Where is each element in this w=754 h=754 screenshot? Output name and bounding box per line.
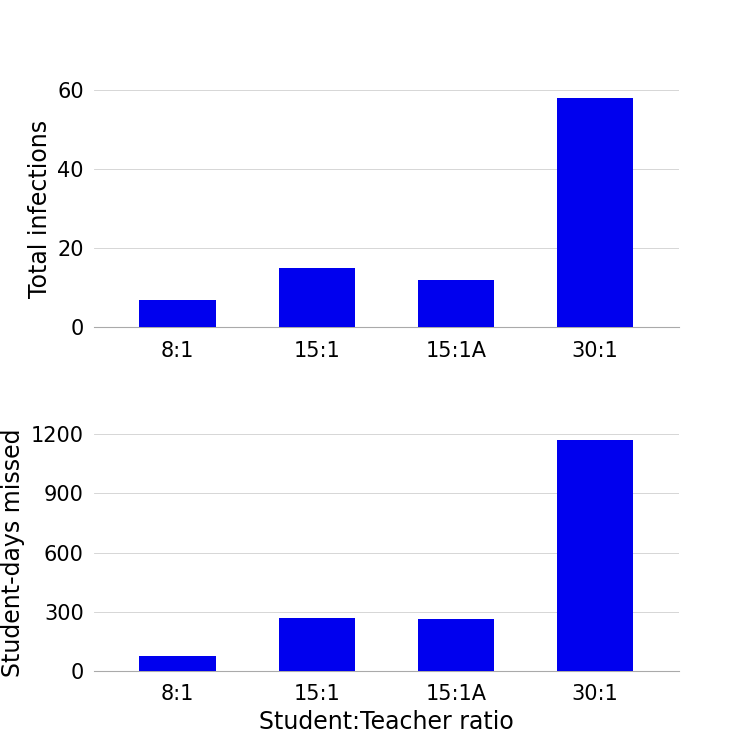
- Bar: [557, 98, 633, 327]
- Bar: [278, 618, 355, 671]
- Bar: [139, 300, 216, 327]
- Bar: [557, 440, 633, 671]
- Bar: [418, 619, 495, 671]
- Y-axis label: Total infections: Total infections: [28, 120, 52, 298]
- Y-axis label: Student-days missed: Student-days missed: [2, 428, 26, 677]
- Bar: [278, 268, 355, 327]
- Bar: [418, 280, 495, 327]
- X-axis label: Student:Teacher ratio: Student:Teacher ratio: [259, 710, 513, 734]
- Bar: [139, 656, 216, 671]
